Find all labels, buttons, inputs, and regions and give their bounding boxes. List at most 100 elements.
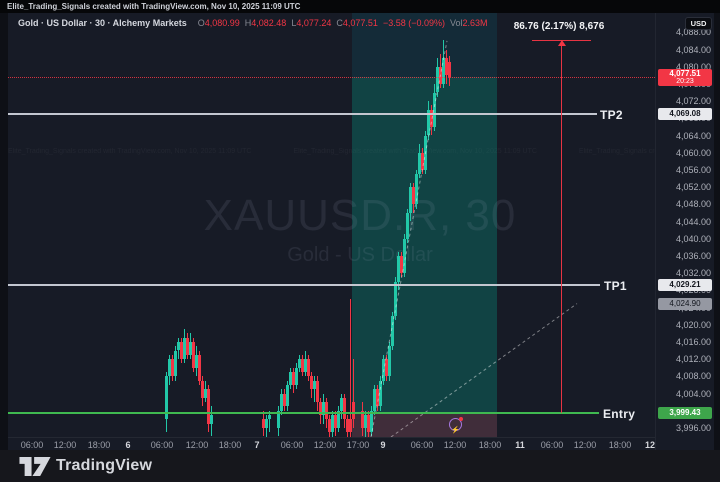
price-axis-label: 4,012.00 [675, 354, 711, 365]
candle-body [265, 419, 268, 428]
candle-body [373, 389, 376, 411]
candle-body [361, 410, 364, 428]
candle-body [406, 212, 409, 239]
price-axis-label: 4,040.00 [675, 233, 711, 244]
candle-body [448, 62, 451, 78]
candle-body [304, 359, 307, 372]
tp2-line[interactable] [8, 112, 597, 115]
price-axis-label: 3,996.00 [675, 422, 711, 433]
candle-body [334, 415, 337, 428]
price-axis-label: 4,008.00 [675, 371, 711, 382]
candle-body [433, 92, 436, 127]
entry-label[interactable]: Entry [603, 407, 636, 421]
time-axis-tick: 12:00 [573, 440, 597, 450]
candle-body [382, 359, 385, 381]
price-axis-label: 4,056.00 [675, 164, 711, 175]
candle-body [415, 174, 418, 205]
legend-ohlc: O4,080.99 H4,082.48 L4,077.24 C4,077.51 −3.5… [193, 18, 488, 28]
price-axis-label: 4,080.00 [675, 61, 711, 72]
ohlc-value: 4,082.48 [251, 18, 287, 28]
candle-body [165, 376, 168, 420]
tp2-label[interactable]: TP2 [600, 108, 623, 122]
candle-body [298, 359, 301, 368]
candle-body [349, 419, 352, 433]
time-axis[interactable]: 06:00 12:00 18:00 6 06:00 12:00 18:00 7 06:00 12:… [8, 437, 655, 451]
candle-body [352, 402, 355, 420]
symbol-legend[interactable]: Gold · US Dollar · 30 · Alchemy Markets O… [18, 16, 488, 30]
profit-zone [352, 77, 497, 414]
measure-vertical-line[interactable] [561, 40, 562, 414]
candle-body [286, 384, 289, 407]
candle-body [210, 415, 213, 424]
price-axis[interactable]: USD 4,088.004,084.004,080.004,076.004,07… [655, 13, 715, 450]
candle-body [430, 109, 433, 127]
tp1-line[interactable] [8, 284, 600, 287]
candle-body [301, 359, 304, 372]
price-axis-label: 4,064.00 [675, 130, 711, 141]
ohlc-key: C [336, 18, 343, 28]
price-axis-label: 4,036.00 [675, 250, 711, 261]
tradingview-brand[interactable]: TradingView [56, 457, 153, 474]
price-axis-label: 4,084.00 [675, 44, 711, 55]
ohlc-value: 4,077.24 [296, 18, 332, 28]
time-axis-tick: 18:00 [218, 440, 242, 450]
candle-body [328, 419, 331, 433]
price-axis-label: 4,088.00 [675, 27, 711, 38]
candle-body [394, 281, 397, 317]
volume-value: 2.63M [462, 18, 488, 28]
price-axis-label: 4,060.00 [675, 147, 711, 158]
price-axis-label: 4,072.00 [675, 96, 711, 107]
time-axis-tick: 12:00 [185, 440, 209, 450]
ohlc-value: 4,077.51 [342, 18, 378, 28]
last-price-badge: 4,077.51 20:23 [658, 69, 712, 87]
tradingview-logo-icon[interactable] [19, 457, 51, 481]
time-axis-tick: 18:00 [478, 440, 502, 450]
candle-body [421, 152, 424, 170]
event-marker-icon[interactable]: ⚡ [449, 417, 463, 434]
candle-body [343, 397, 346, 420]
entry-line[interactable] [8, 412, 599, 415]
ohlc-key: O [197, 18, 205, 28]
time-axis-tick: 7 [254, 440, 260, 450]
candle-body [403, 238, 406, 274]
plot-area[interactable]: Elite_Trading_Signals created with Tradi… [8, 13, 655, 437]
price-axis-label: 4,016.00 [675, 336, 711, 347]
candle-body [436, 66, 439, 93]
candle-body [183, 337, 186, 360]
trendline-price-badge: 4,024.90 [658, 297, 712, 310]
time-axis-tick: 06:00 [20, 440, 44, 450]
tp1-label[interactable]: TP1 [604, 279, 627, 293]
dashed-trendline[interactable] [370, 40, 448, 437]
candle-body [277, 410, 280, 428]
time-axis-tick: 9 [380, 440, 386, 450]
candle-body [367, 415, 370, 433]
tp2-price-badge: 4,069.08 [658, 107, 712, 120]
candle-body [418, 152, 421, 175]
candle-body [319, 402, 322, 415]
candle-body [400, 255, 403, 274]
time-axis-tick: 18:00 [608, 440, 632, 450]
candle-body [346, 419, 349, 433]
candle-body [322, 402, 325, 415]
candle-body [268, 415, 271, 420]
candle-body [397, 255, 400, 282]
candle-body [331, 415, 334, 433]
trendlines-layer[interactable] [8, 13, 655, 437]
candle-body [313, 380, 316, 390]
candle-body [424, 135, 427, 170]
price-axis-label: 4,004.00 [675, 388, 711, 399]
attribution-text: Elite_Trading_Signals created with Tradi… [7, 2, 301, 11]
candle-body [192, 341, 195, 368]
volume-label: Vol [449, 18, 463, 28]
legend-change: −3.58 (−0.09%) [382, 18, 445, 28]
candle-body [180, 341, 183, 360]
candle-body [168, 359, 171, 377]
candle-body [307, 359, 310, 377]
notification-dot [459, 417, 463, 421]
lightning-icon: ⚡ [451, 427, 460, 434]
candle-body [186, 337, 189, 355]
dashed-trendline[interactable] [390, 303, 578, 437]
currency-button[interactable]: USD [685, 17, 712, 30]
legend-symbol[interactable]: Gold · US Dollar · 30 · Alchemy Markets [18, 18, 187, 28]
candle-body [385, 359, 388, 377]
